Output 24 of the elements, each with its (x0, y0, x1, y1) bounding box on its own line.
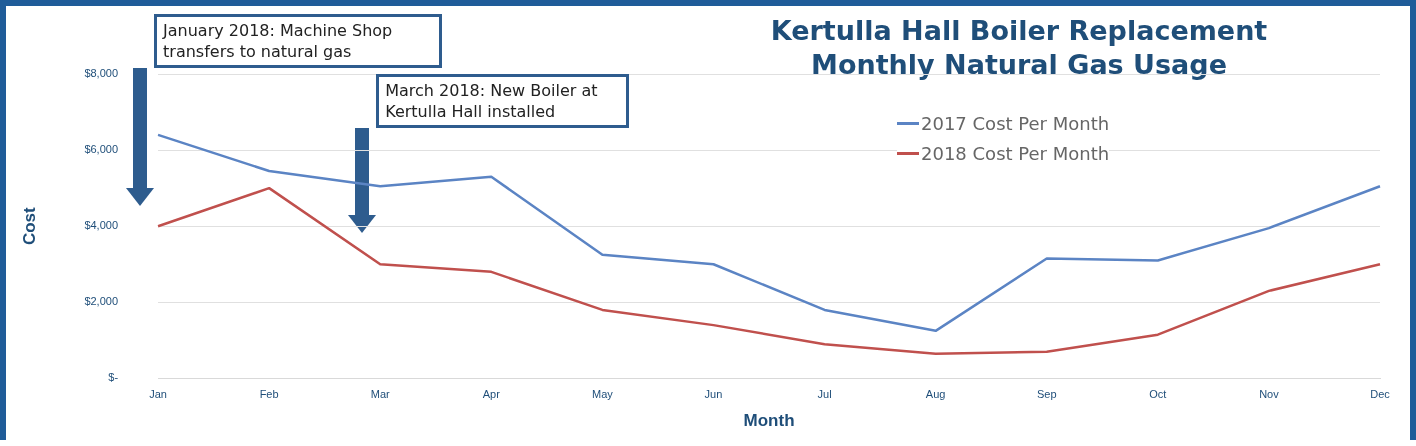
x-tick-label: Nov (1259, 388, 1280, 401)
x-tick-label: Dec (1370, 388, 1391, 401)
y-tick-label: $4,000 (84, 219, 119, 232)
x-tick-label: Feb (259, 388, 279, 401)
chart-title: Kertulla Hall Boiler Replacement Monthly Natural Gas Usage (769, 14, 1269, 82)
y-axis-title: Cost (19, 206, 39, 246)
y-tick-label: $2,000 (84, 295, 119, 308)
x-tick-label: Aug (925, 388, 946, 401)
text: January 2018: Machine Shop transfers to natural gas (154, 14, 443, 68)
x-tick-label: Apr (482, 388, 501, 401)
x-tick-label: Jun (704, 388, 723, 401)
x-axis-title: Month (743, 411, 795, 431)
x-tick-label: May (592, 388, 614, 401)
x-tick-label: Jan (149, 388, 167, 401)
annotation: March 2018: New Boiler at Kertulla Hall installed (376, 74, 630, 128)
x-tick-label: Jul (817, 388, 832, 401)
legend-label: 2017 Cost Per Month (921, 112, 1110, 134)
y-tick-label: $6,000 (84, 143, 119, 156)
x-tick-label: Mar (370, 388, 391, 401)
x-tick-label: Sep (1036, 388, 1057, 401)
y-tick-label: $8,000 (84, 67, 119, 80)
legend-label: 2018 Cost Per Month (921, 142, 1110, 164)
y-tick-label: $- (108, 371, 119, 384)
x-tick-label: Oct (1149, 388, 1167, 401)
